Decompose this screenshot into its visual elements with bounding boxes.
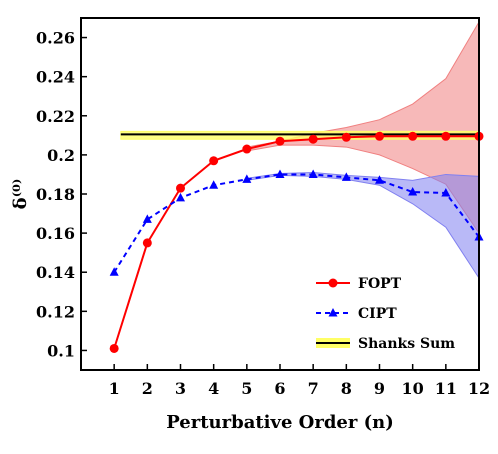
x-tick-label: 3 [175,379,186,398]
y-tick-label: 0.14 [36,263,75,282]
cipt-point [441,188,451,197]
x-axis-ticks: 1 2 3 4 5 6 7 8 9 10 11 12 [109,364,490,398]
x-axis-title: Perturbative Order (n) [166,412,394,433]
cipt-line [113,173,480,273]
fopt-point [341,132,351,142]
y-tick-label: 0.24 [36,68,75,87]
cipt-point [275,169,285,178]
y-tick-label: 0.16 [36,224,75,243]
fopt-point [275,136,285,146]
x-tick-label: 5 [241,379,252,398]
y-tick-label: 0.12 [36,302,75,321]
legend-label-cipt: CIPT [358,306,397,322]
x-tick-label: 12 [468,379,490,398]
cipt-point [142,214,152,223]
legend: FOPT CIPT Shanks Sum [316,276,455,352]
cipt-point [308,169,318,178]
cipt-point [341,172,351,181]
fopt-line [113,135,479,349]
fopt-point [308,134,318,144]
y-tick-label: 0.1 [47,341,75,360]
fopt-point [209,156,219,166]
y-tick-label: 0.26 [36,29,75,48]
cipt-band [246,171,480,280]
y-tick-label: 0.22 [36,107,75,126]
x-tick-label: 2 [142,379,153,398]
fopt-point [142,238,152,248]
x-tick-label: 8 [341,379,352,398]
y-axis-ticks: 0.1 0.12 0.14 0.16 0.18 0.2 0.22 0.24 0.26 [36,29,87,360]
legend-label-fopt: FOPT [358,276,402,292]
legend-label-shanks-sum: Shanks Sum [358,336,455,352]
x-tick-label: 6 [274,379,285,398]
fopt-point [441,131,451,141]
cipt-point [109,267,119,276]
fopt-point [176,183,185,193]
x-tick-label: 7 [308,379,319,398]
fopt-point [408,131,418,141]
series-lines [113,135,480,349]
cipt-point [375,175,384,184]
series-markers [109,131,484,353]
fopt-point [242,144,252,154]
x-tick-label: 11 [435,379,457,398]
y-tick-label: 0.18 [36,185,75,204]
uncertainty-bands [120,20,480,280]
legend-marker-fopt [328,278,338,288]
x-tick-label: 1 [109,379,120,398]
cipt-point [242,174,252,183]
fopt-point [109,343,119,353]
x-tick-label: 10 [402,379,424,398]
x-tick-label: 9 [374,379,385,398]
legend-marker-cipt [328,308,338,317]
cipt-point [408,187,418,196]
cipt-point [209,180,219,189]
fopt-point [375,131,384,141]
cipt-point [176,192,185,202]
y-axis-title: δ⁽⁰⁾ [10,179,31,210]
y-tick-label: 0.2 [47,146,75,165]
x-tick-label: 4 [208,379,219,398]
